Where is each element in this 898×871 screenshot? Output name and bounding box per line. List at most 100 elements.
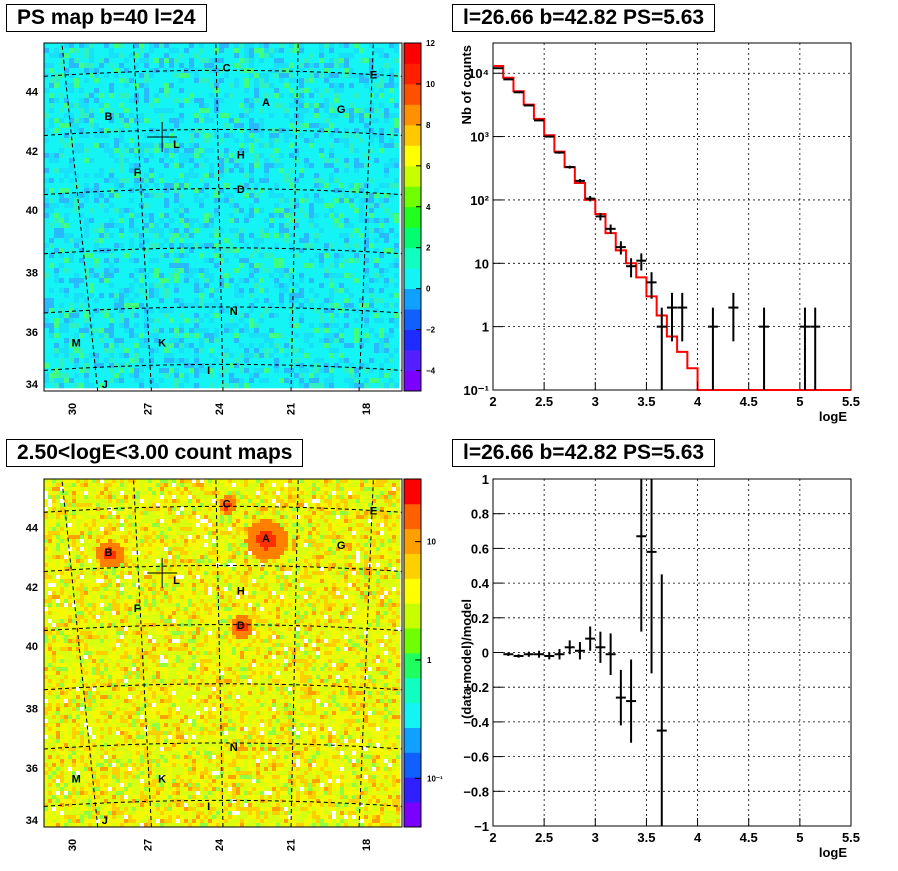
map-pixel (154, 268, 160, 274)
map-pixel (239, 358, 245, 364)
map-pixel (329, 318, 335, 324)
map-pixel (364, 358, 370, 364)
map-pixel (309, 98, 315, 104)
map-pixel (44, 163, 50, 169)
map-pixel (284, 128, 290, 134)
map-pixel (324, 163, 330, 169)
map-pixel (114, 368, 120, 374)
map-pixel (139, 278, 145, 284)
map-pixel (319, 103, 325, 109)
map-pixel (159, 93, 165, 99)
map-pixel (134, 263, 140, 269)
map-pixel (299, 338, 305, 344)
map-pixel (344, 253, 350, 259)
map-pixel (204, 363, 210, 369)
map-pixel (334, 93, 340, 99)
map-pixel (394, 143, 400, 149)
map-pixel (254, 58, 260, 64)
map-pixel (369, 163, 375, 169)
map-pixel (124, 103, 130, 109)
map-pixel (174, 308, 180, 314)
map-pixel (389, 258, 395, 264)
map-pixel (114, 328, 120, 334)
map-pixel (134, 343, 140, 349)
map-pixel (104, 83, 110, 89)
map-pixel (389, 298, 395, 304)
map-pixel (264, 73, 270, 79)
map-pixel (69, 373, 75, 379)
map-pixel (194, 148, 200, 154)
map-pixel (114, 43, 120, 49)
map-pixel (139, 138, 145, 144)
map-pixel (309, 153, 315, 159)
map-pixel (364, 193, 370, 199)
map-pixel (209, 93, 215, 99)
map-pixel (334, 253, 340, 259)
map-pixel (64, 103, 70, 109)
map-pixel (84, 348, 90, 354)
map-pixel (394, 348, 400, 354)
map-pixel (354, 358, 360, 364)
map-pixel (224, 238, 230, 244)
map-pixel (154, 108, 160, 114)
map-pixel (189, 48, 195, 54)
map-pixel (254, 173, 260, 179)
map-pixel (199, 368, 205, 374)
map-pixel (299, 303, 305, 309)
map-pixel (244, 198, 250, 204)
map-pixel (44, 208, 50, 214)
map-pixel (54, 313, 60, 319)
map-pixel (394, 268, 400, 274)
map-pixel (154, 133, 160, 139)
map-pixel (329, 338, 335, 344)
map-pixel (194, 288, 200, 294)
map-pixel (149, 358, 155, 364)
map-pixel (99, 313, 105, 319)
map-pixel (199, 203, 205, 209)
map-pixel (284, 163, 290, 169)
map-pixel (184, 98, 190, 104)
map-pixel (159, 118, 165, 124)
map-pixel (179, 78, 185, 84)
map-pixel (374, 338, 380, 344)
map-pixel (234, 98, 240, 104)
map-pixel (209, 223, 215, 229)
map-pixel (74, 333, 80, 339)
map-pixel (194, 63, 200, 69)
map-pixel (314, 238, 320, 244)
map-pixel (339, 98, 345, 104)
map-pixel (129, 213, 135, 219)
map-pixel (69, 143, 75, 149)
map-pixel (49, 203, 55, 209)
map-pixel (184, 223, 190, 229)
map-pixel (264, 283, 270, 289)
map-pixel (44, 383, 50, 389)
map-pixel (119, 208, 125, 214)
map-pixel (244, 208, 250, 214)
map-pixel (319, 293, 325, 299)
map-pixel (309, 248, 315, 254)
map-pixel (154, 263, 160, 269)
map-pixel (304, 343, 310, 349)
map-pixel (164, 378, 170, 384)
map-pixel (109, 193, 115, 199)
map-pixel (144, 113, 150, 119)
map-pixel (54, 383, 60, 389)
map-pixel (364, 353, 370, 359)
map-pixel (289, 73, 295, 79)
map-pixel (234, 353, 240, 359)
map-pixel (324, 98, 330, 104)
map-pixel (209, 213, 215, 219)
map-pixel (244, 253, 250, 259)
map-pixel (334, 218, 340, 224)
map-pixel (364, 118, 370, 124)
map-pixel (369, 293, 375, 299)
map-pixel (209, 248, 215, 254)
map-pixel (84, 88, 90, 94)
map-pixel (269, 188, 275, 194)
map-pixel (369, 178, 375, 184)
map-pixel (224, 353, 230, 359)
map-pixel (329, 298, 335, 304)
map-pixel (49, 368, 55, 374)
map-pixel (374, 118, 380, 124)
